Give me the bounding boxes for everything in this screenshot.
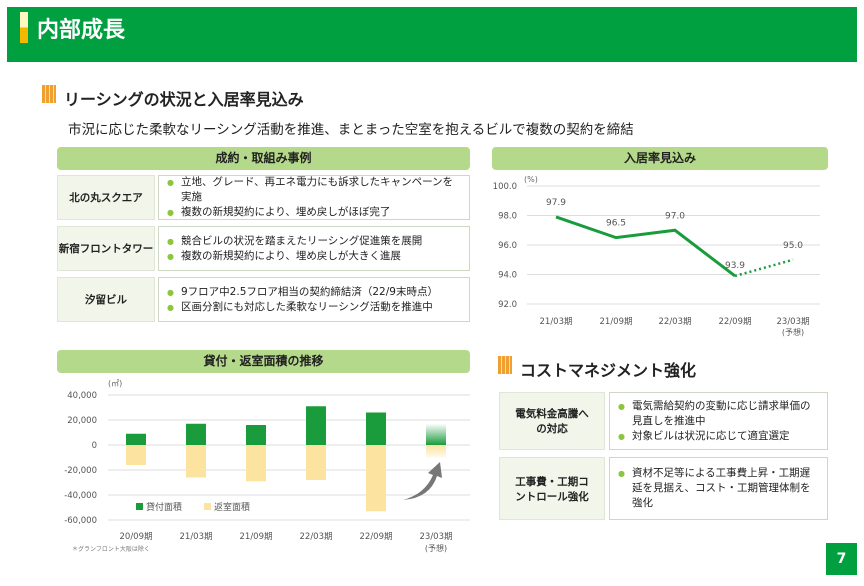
x-tick-label: 20/09期: [120, 532, 153, 542]
footnote: ＊グランフロント大阪は除く: [72, 545, 150, 553]
bullet-item: 9フロア中2.5フロア相当の契約締結済（22/9末時点）: [167, 285, 461, 300]
returned-area-bar: [186, 445, 206, 478]
x-tick-label: 22/09期: [360, 532, 393, 542]
row-label: 電気料金高騰への対応: [499, 392, 605, 450]
leased-area-bar: [126, 433, 146, 445]
area-bar-chart: (㎡) 40,000 20,000 0 -20,000 -40,000 -60,000 20/…: [64, 379, 470, 553]
header-bar: 内部成長: [7, 7, 857, 62]
row-label: 北の丸スクエア: [57, 175, 155, 220]
y-tick-label: -40,000: [64, 491, 97, 501]
x-tick-label: 23/03期: [777, 317, 810, 327]
occupancy-header: 入居率見込み: [492, 147, 828, 170]
cases-header: 成約・取組み事例: [57, 147, 470, 170]
leasing-subtitle: 市況に応じた柔軟なリーシング活動を推進、まとまった空室を抱えるビルで複数の契約を…: [68, 122, 634, 138]
x-tick-label: 22/09期: [719, 317, 752, 327]
bullet-item: 区画分割にも対応した柔軟なリーシング活動を推進中: [167, 300, 461, 315]
x-tick-note: (予想): [425, 543, 447, 553]
leased-area-bar: [186, 423, 206, 445]
leased-area-bar: [366, 412, 386, 445]
unit-label: (㎡): [108, 379, 122, 388]
returned-area-bar: [306, 445, 326, 480]
data-label: 96.5: [606, 219, 626, 229]
row-label: 汐留ビル: [57, 277, 155, 322]
bullet-item: 資材不足等による工事費上昇・工期遅延を見据え、コスト・工期管理体制を強化: [618, 466, 819, 511]
x-tick-label: 23/03期: [420, 532, 453, 542]
y-tick-label: 92.0: [498, 300, 517, 310]
x-tick-label: 21/09期: [600, 317, 633, 327]
bullet-item: 立地、グレード、再エネ電力にも訴求したキャンペーンを実施: [167, 175, 461, 205]
row-content: 競合ビルの状況を踏まえたリーシング促進策を展開複数の新規契約により、埋め戻しが大…: [158, 226, 470, 271]
forecast-line: [734, 258, 794, 278]
data-label: 93.9: [725, 261, 745, 271]
data-label: 97.0: [665, 211, 685, 221]
leasing-title: リーシングの状況と入居率見込み: [64, 90, 304, 109]
y-tick-label: 100.0: [493, 182, 517, 192]
legend-swatch: [204, 503, 211, 510]
returned-area-bar: [246, 445, 266, 482]
trend-arrow-icon: [403, 462, 442, 500]
building-icon: [42, 85, 56, 103]
row-content: 9フロア中2.5フロア相当の契約締結済（22/9末時点）区画分割にも対応した柔軟…: [158, 277, 470, 322]
row-content: 立地、グレード、再エネ電力にも訴求したキャンペーンを実施複数の新規契約により、埋…: [158, 175, 470, 220]
bullet-item: 競合ビルの状況を踏まえたリーシング促進策を展開: [167, 234, 461, 249]
page-title: 内部成長: [37, 18, 126, 43]
legend-label: 貸付面積: [146, 501, 182, 513]
x-tick-label: 22/03期: [300, 532, 333, 542]
building-icon: [498, 356, 512, 374]
row-label: 新宿フロントタワー: [57, 226, 155, 271]
page-number: 7: [826, 543, 857, 575]
row-content: 電気需給契約の変動に応じ請求単価の見直しを推進中対象ビルは状況に応じて適宜選定: [609, 392, 828, 450]
row-content: 資材不足等による工事費上昇・工期遅延を見据え、コスト・工期管理体制を強化: [609, 457, 828, 520]
bullet-item: 電気需給契約の変動に応じ請求単価の見直しを推進中: [618, 399, 819, 429]
data-label: 95.0: [783, 241, 803, 251]
y-tick-label: 0: [92, 441, 97, 451]
leased-area-bar: [306, 406, 326, 445]
y-tick-label: 20,000: [67, 416, 97, 426]
bullet-item: 対象ビルは状況に応じて適宜選定: [618, 429, 819, 444]
legend-swatch: [136, 503, 143, 510]
y-tick-label: 96.0: [498, 241, 517, 251]
y-tick-label: -60,000: [64, 516, 97, 526]
bullet-item: 複数の新規契約により、埋め戻しがほぼ完了: [167, 205, 461, 220]
y-tick-label: 40,000: [67, 391, 97, 401]
data-label: 97.9: [546, 198, 566, 208]
leased-area-bar: [426, 423, 446, 445]
area-header: 貸付・返室面積の推移: [57, 350, 470, 373]
y-tick-label: -20,000: [64, 466, 97, 476]
legend-label: 返室面積: [214, 501, 250, 513]
x-tick-note: (予想): [782, 327, 804, 337]
leased-area-bar: [246, 425, 266, 445]
x-tick-label: 21/03期: [540, 317, 573, 327]
returned-area-bar: [426, 445, 446, 458]
returned-area-bar: [366, 445, 386, 512]
x-tick-label: 21/09期: [240, 532, 273, 542]
header-marker: [20, 12, 28, 43]
bullet-item: 複数の新規契約により、埋め戻しが大きく進展: [167, 249, 461, 264]
cost-title: コストマネジメント強化: [520, 361, 697, 380]
x-tick-label: 22/03期: [659, 317, 692, 327]
row-label: 工事費・工期コントロール強化: [499, 457, 605, 520]
y-tick-label: 94.0: [498, 271, 517, 281]
x-tick-label: 21/03期: [180, 532, 213, 542]
occupancy-line-chart: (%) 100.0 98.0 96.0 94.0 92.0 97.9 21/03期 96.5 21…: [493, 175, 820, 337]
series-line: [555, 215, 736, 278]
y-tick-label: 98.0: [498, 212, 517, 222]
unit-label: (%): [524, 175, 538, 184]
returned-area-bar: [126, 445, 146, 465]
